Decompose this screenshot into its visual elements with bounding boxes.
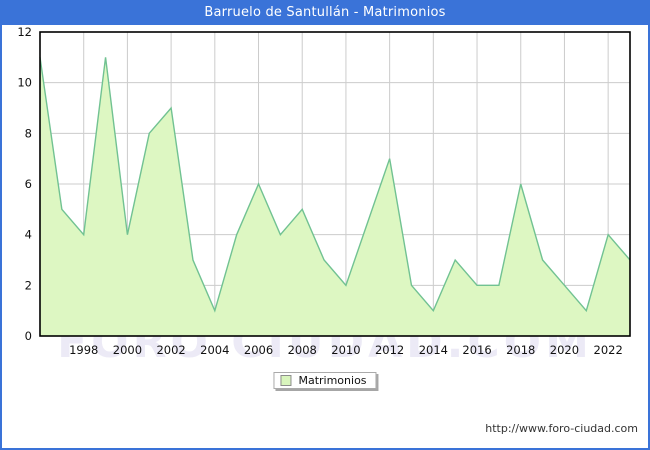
x-axis-tick-label: 2008 (288, 343, 317, 357)
plot-frame (39, 31, 631, 337)
x-axis-tick-label: 2016 (462, 343, 491, 357)
source-url: http://www.foro-ciudad.com (485, 422, 638, 435)
x-axis-tick-label: 2010 (331, 343, 360, 357)
x-axis-tick-label: 2018 (506, 343, 535, 357)
matrimonios-area-chart: 0 2 4 6 8 10 12 1998 2000 2002 2004 2006 2008 2010 201… (17, 25, 631, 357)
x-axis-tick-label: 2006 (244, 343, 273, 357)
y-axis-tick-label: 8 (25, 126, 32, 140)
series-area-matrimonios (40, 57, 630, 336)
y-axis-tick-label: 10 (17, 76, 32, 90)
y-axis-tick-label: 2 (25, 278, 32, 292)
legend-label-matrimonios: Matrimonios (298, 374, 367, 387)
x-axis-tick-label: 2014 (419, 343, 448, 357)
x-axis-tick-label: 2012 (375, 343, 404, 357)
x-axis-tick-label: 2020 (550, 343, 579, 357)
y-axis-tick-label: 6 (25, 177, 32, 191)
y-axis-tick-label: 4 (25, 228, 32, 242)
chart-legend: Matrimonios (273, 372, 377, 389)
x-axis-tick-label: 2002 (156, 343, 185, 357)
window-title: Barruelo de Santullán - Matrimonios (2, 0, 648, 25)
x-axis-tick-label: 2022 (594, 343, 623, 357)
x-axis-tick-label: 1998 (69, 343, 98, 357)
chart-canvas: FORO CIUDAD.COM 0 2 4 6 8 10 12 1998 2000 2002 200… (2, 25, 648, 448)
x-axis-tick-label: 2000 (113, 343, 142, 357)
y-axis-tick-label: 12 (17, 25, 32, 39)
legend-swatch-matrimonios (280, 375, 292, 386)
x-axis-tick-label: 2004 (200, 343, 229, 357)
series-line-matrimonios (39, 57, 631, 313)
y-axis-tick-label: 0 (25, 329, 32, 343)
